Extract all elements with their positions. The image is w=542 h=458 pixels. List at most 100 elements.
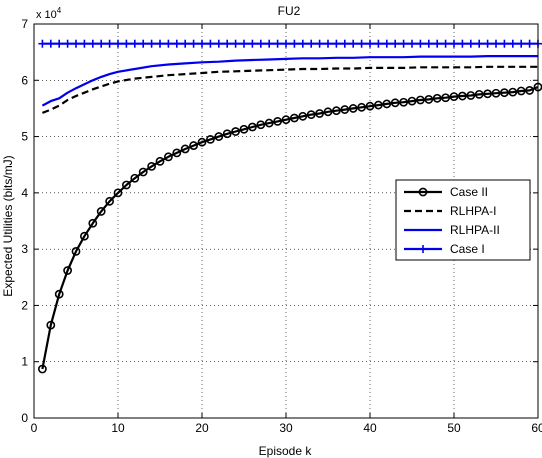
y-tick-label: 7: [21, 17, 28, 31]
circle-marker: [214, 132, 224, 141]
circle-marker: [189, 141, 198, 150]
x-tick-label: 40: [363, 421, 377, 435]
legend: Case II RLHPA-I RLHPA-II Case I: [395, 179, 531, 261]
circle-marker: [424, 95, 434, 104]
legend-box: [395, 179, 531, 261]
circle-marker: [113, 188, 123, 198]
circle-marker: [315, 109, 324, 118]
circle-marker: [63, 266, 72, 275]
circle-marker: [298, 111, 308, 121]
x-tick-label: 10: [111, 421, 125, 435]
series-rlhpa-i: [41, 65, 538, 114]
circle-marker: [483, 89, 492, 99]
circle-marker: [390, 98, 400, 108]
circle-marker: [46, 320, 56, 330]
circle-marker: [247, 122, 257, 132]
circle-marker: [231, 127, 240, 136]
circle-marker: [147, 162, 156, 171]
circle-marker: [163, 152, 173, 162]
circle-marker: [441, 93, 450, 103]
circle-marker: [197, 137, 207, 147]
circle-marker: [340, 105, 350, 114]
circle-marker: [256, 120, 266, 130]
circle-marker: [499, 88, 509, 98]
circle-marker: [407, 96, 417, 106]
circle-marker: [172, 148, 182, 158]
circle-marker: [449, 92, 459, 102]
circle-marker: [457, 91, 467, 101]
series-group: [38, 39, 542, 374]
y-tick-label: 4: [21, 186, 28, 200]
y-tick-label: 6: [21, 73, 28, 87]
y-tick-label: 5: [21, 130, 28, 144]
circle-marker: [399, 97, 408, 107]
circle-marker: [96, 207, 106, 216]
circle-marker: [373, 100, 383, 110]
circle-marker: [130, 173, 140, 183]
circle-marker: [54, 289, 64, 299]
circle-marker: [516, 86, 526, 96]
circle-marker: [508, 87, 518, 97]
circle-marker: [105, 196, 114, 206]
x-tick-label: 50: [447, 421, 461, 435]
circle-marker: [491, 88, 501, 98]
series-case-i: [38, 39, 542, 48]
legend-label: Case II: [450, 185, 488, 199]
circle-marker: [432, 93, 442, 103]
x-axis-label: Episode k: [259, 444, 313, 458]
y-multiplier: x 104: [36, 6, 62, 21]
series-rlhpa-ii: [41, 54, 538, 107]
legend-item: Case II: [404, 185, 488, 199]
circle-marker: [71, 246, 81, 256]
y-tick-label: 2: [21, 298, 28, 312]
series-line: [41, 65, 538, 114]
y-axis-label: Expected Utilities (bits/mJ): [1, 155, 15, 296]
circle-marker: [357, 102, 366, 112]
legend-label: Case I: [450, 242, 485, 256]
y-tick-label: 0: [21, 411, 28, 425]
circle-marker: [88, 218, 98, 228]
plot-frame: [33, 23, 539, 419]
legend-item: RLHPA-II: [404, 223, 500, 237]
circle-marker: [415, 95, 425, 105]
circle-marker: [323, 107, 333, 117]
circle-marker: [239, 124, 249, 134]
x-tick-label: 60: [531, 421, 542, 435]
circle-marker: [474, 89, 484, 99]
chart-title: FU2: [278, 4, 301, 18]
series-line: [41, 54, 538, 107]
x-tick-label: 20: [195, 421, 209, 435]
circle-marker: [466, 91, 476, 100]
circle-marker: [418, 187, 428, 197]
axis-ticks: 0 10 20 30 40 50 60 0 1 2 3 4 5 6 7: [21, 17, 542, 435]
circle-marker: [205, 134, 215, 144]
legend-label: RLHPA-II: [450, 223, 500, 237]
circle-marker: [222, 129, 232, 139]
circle-marker: [264, 118, 274, 128]
circle-marker: [38, 364, 47, 374]
circle-marker: [122, 180, 131, 190]
circle-marker: [348, 104, 358, 113]
y-tick-label: 1: [21, 355, 28, 369]
circle-marker: [273, 116, 282, 126]
circle-marker: [180, 144, 190, 154]
y-tick-label: 3: [21, 242, 28, 256]
circle-marker: [382, 99, 392, 109]
circle-marker: [155, 156, 165, 166]
y-multiplier-base: x 10: [36, 9, 57, 21]
circle-marker: [306, 110, 316, 120]
x-tick-label: 30: [279, 421, 293, 435]
circle-marker: [138, 167, 148, 177]
series-case-ii: [38, 82, 542, 374]
legend-item: Case I: [404, 242, 485, 256]
circle-marker: [281, 115, 291, 125]
x-tick-label: 0: [31, 421, 38, 435]
circle-marker: [80, 231, 89, 241]
circle-marker: [289, 113, 299, 123]
circle-marker: [331, 106, 341, 116]
y-multiplier-exponent: 4: [57, 6, 62, 15]
legend-label: RLHPA-I: [450, 204, 496, 218]
legend-item: RLHPA-I: [404, 204, 496, 218]
circle-marker: [365, 101, 375, 111]
